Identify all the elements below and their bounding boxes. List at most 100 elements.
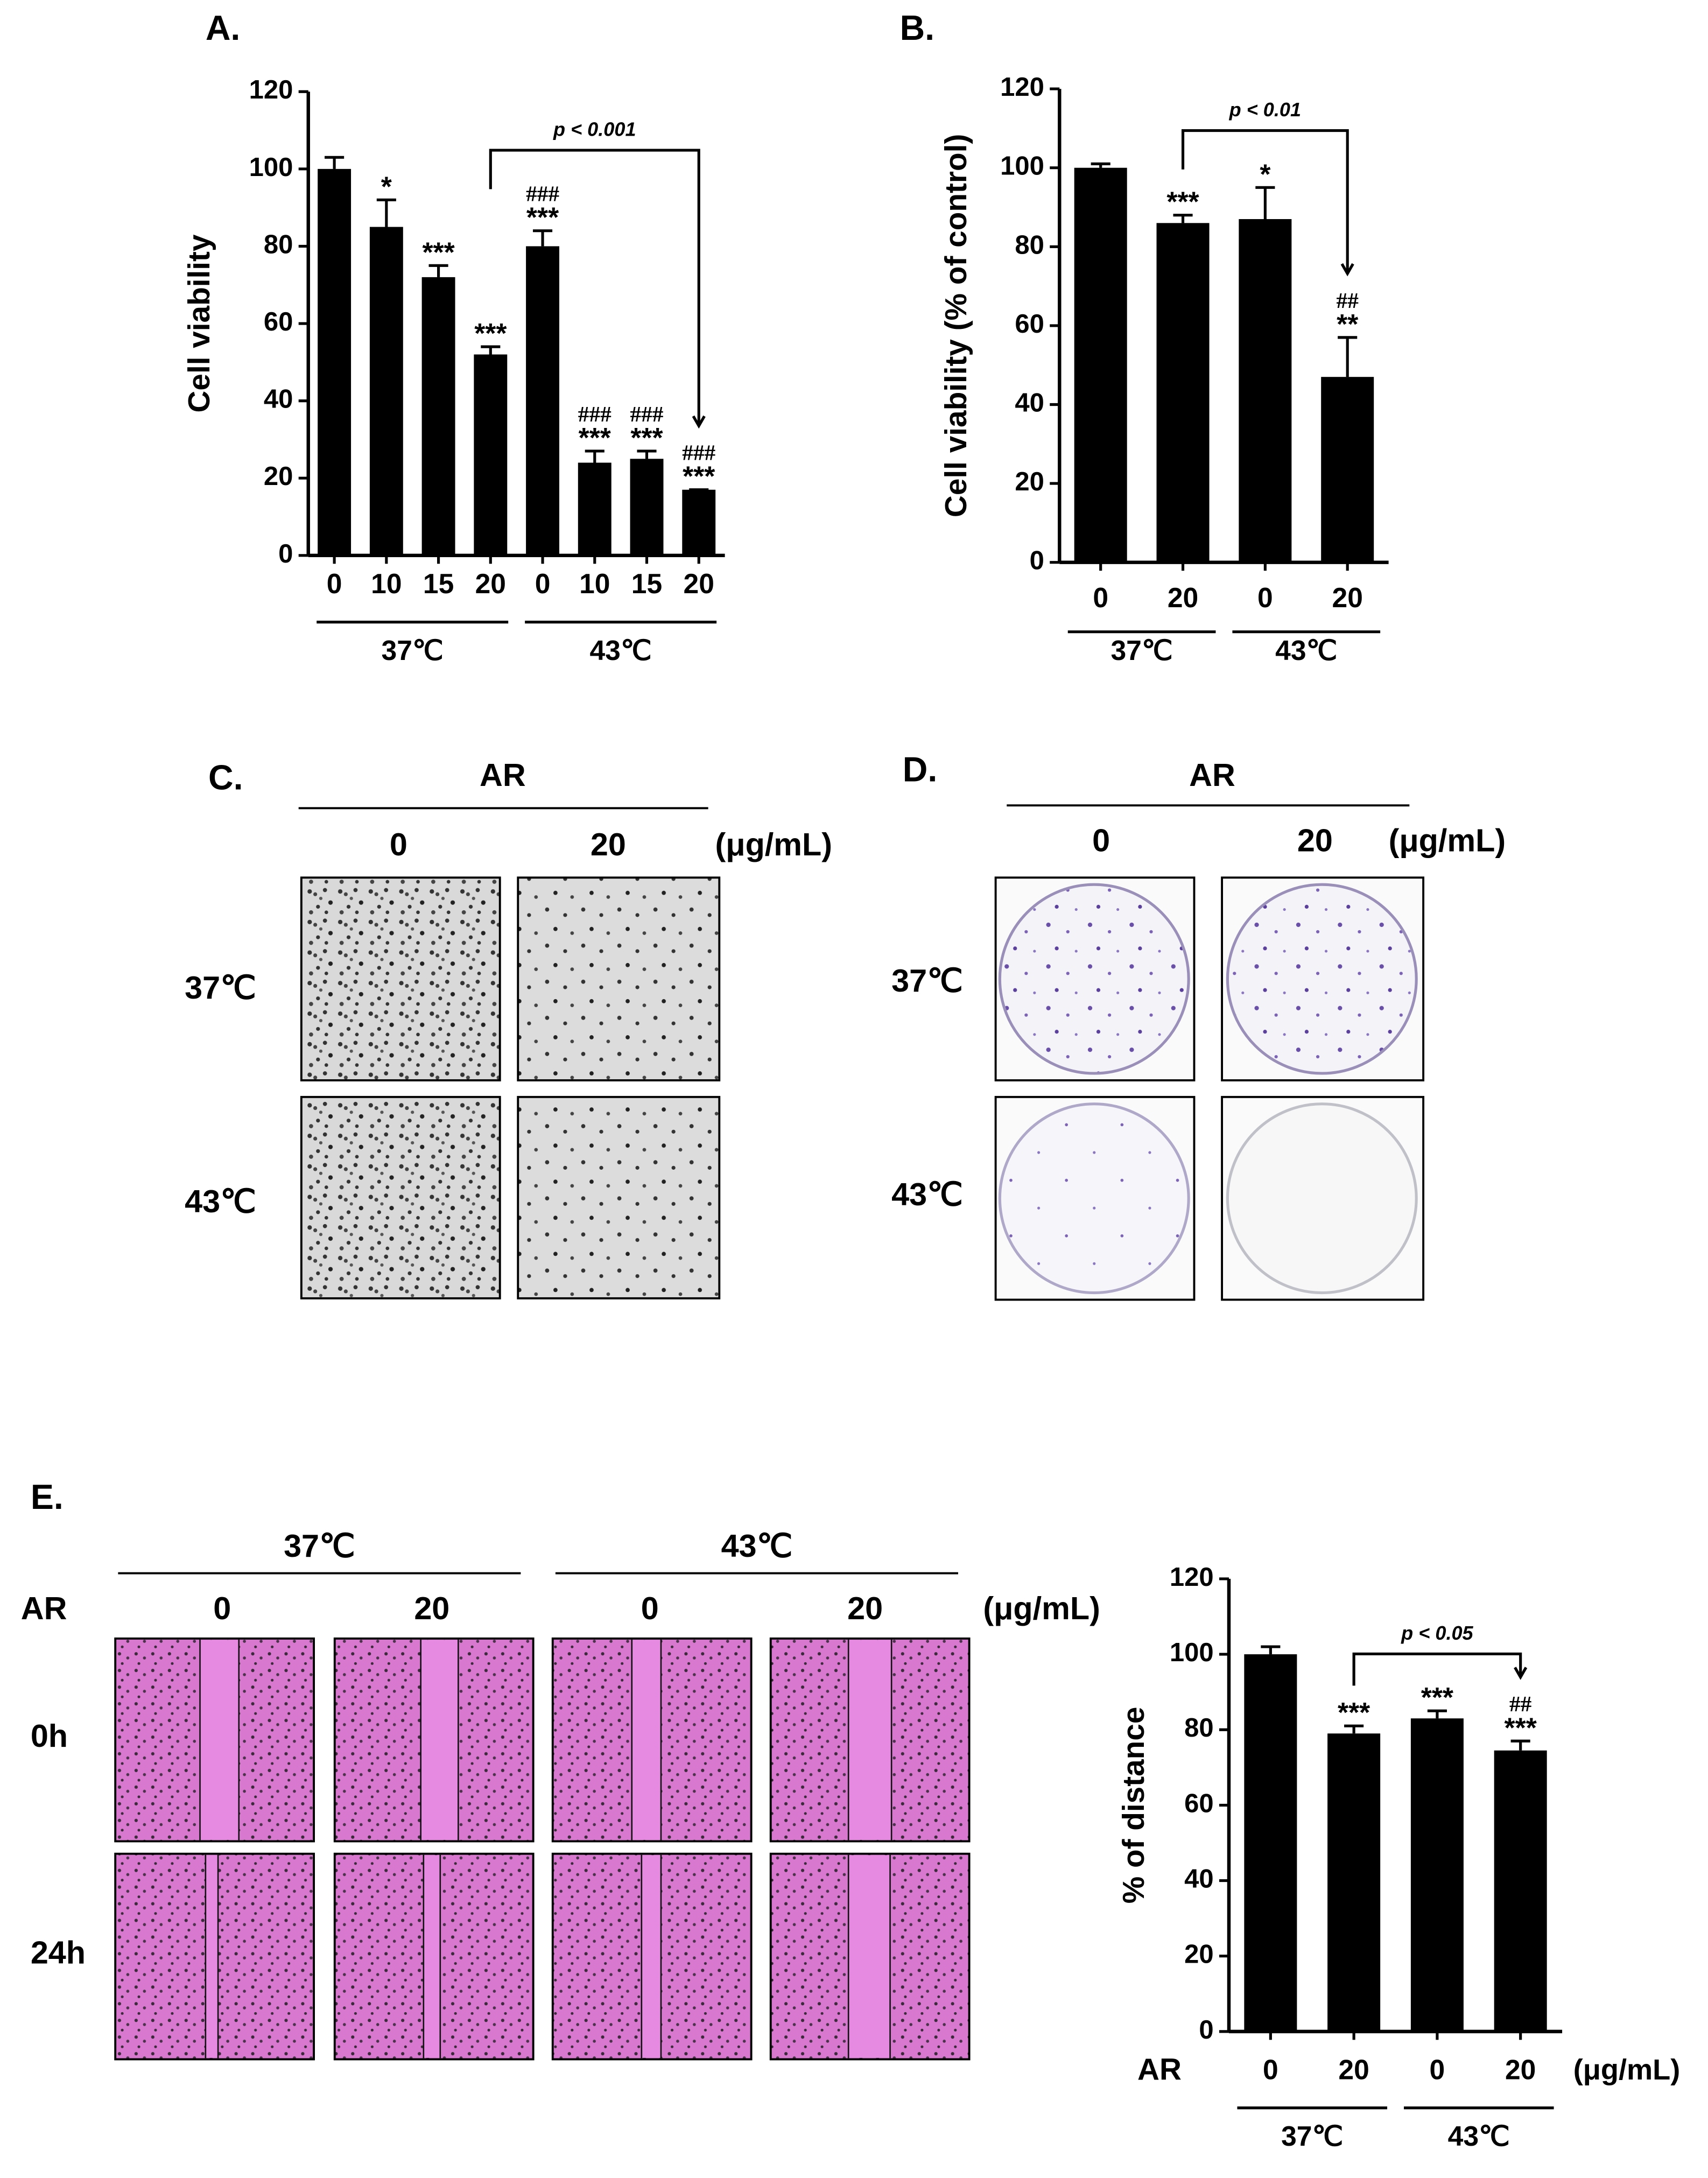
bar bbox=[578, 462, 611, 556]
unit-label: (μg/mL) bbox=[715, 826, 832, 862]
y-tick-label: 0 bbox=[278, 539, 293, 568]
bracket-arrow bbox=[1514, 1667, 1528, 1680]
y-tick-label: 60 bbox=[1015, 310, 1044, 339]
error-bar bbox=[376, 198, 396, 227]
significance-label: ### bbox=[630, 402, 664, 426]
y-tick-label: 100 bbox=[1000, 152, 1044, 181]
bar bbox=[682, 489, 716, 556]
treatment-label: AR bbox=[480, 757, 526, 793]
significance-label: * bbox=[381, 171, 392, 202]
y-tick-label: 60 bbox=[264, 307, 293, 336]
x-tick-label: 10 bbox=[371, 568, 402, 599]
x-tick-label: 20 bbox=[684, 568, 714, 599]
bracket-arrow bbox=[692, 415, 706, 429]
panel-title: E. bbox=[31, 1478, 64, 1516]
y-tick-label: 120 bbox=[1170, 1563, 1214, 1592]
bar bbox=[526, 246, 559, 556]
y-tick-label: 20 bbox=[1184, 1940, 1214, 1969]
bar bbox=[1327, 1733, 1381, 2032]
treatment-label: AR bbox=[1189, 757, 1235, 793]
error-bar bbox=[532, 229, 553, 247]
x-tick-label: 0 bbox=[1257, 582, 1273, 613]
error-bar bbox=[637, 449, 657, 459]
group-label: 43℃ bbox=[1448, 2120, 1510, 2152]
error-bar bbox=[1261, 1645, 1281, 1655]
significance-label: *** bbox=[683, 461, 715, 492]
row-label: 0h bbox=[31, 1718, 68, 1754]
unit-label: (μg/mL) bbox=[983, 1590, 1100, 1626]
wound-images bbox=[114, 1637, 971, 2061]
significance-label: ## bbox=[1509, 1691, 1532, 1716]
micrograph bbox=[300, 876, 501, 1081]
error-bar bbox=[1173, 214, 1193, 223]
significance-label: *** bbox=[526, 202, 559, 233]
group-label: 37℃ bbox=[382, 635, 444, 666]
x-tick-label: 15 bbox=[423, 568, 454, 599]
bar bbox=[1074, 167, 1127, 563]
row-label: 37℃ bbox=[891, 962, 963, 999]
error-bar bbox=[1510, 1739, 1530, 1751]
bar bbox=[318, 168, 352, 556]
bar bbox=[1156, 223, 1210, 563]
y-tick-label: 100 bbox=[249, 153, 293, 182]
bracket bbox=[489, 149, 700, 426]
significance-label: ## bbox=[1337, 288, 1359, 313]
dish-image bbox=[994, 876, 1425, 1301]
column-label: 20 bbox=[591, 826, 626, 862]
error-bar bbox=[1255, 186, 1275, 219]
panel-title: C. bbox=[208, 758, 243, 797]
column-label: 0 bbox=[213, 1590, 231, 1626]
bracket-arrow bbox=[1340, 263, 1354, 277]
unit-label: (μg/mL) bbox=[1389, 822, 1506, 858]
y-tick-label: 20 bbox=[1015, 467, 1044, 496]
x-tick-label: 20 bbox=[475, 568, 506, 599]
y-tick-label: 0 bbox=[1199, 2015, 1213, 2044]
wound-gap bbox=[848, 1855, 890, 2058]
y-tick-label: 80 bbox=[264, 230, 293, 259]
bar bbox=[630, 459, 664, 556]
x-tick-label: 0 bbox=[535, 568, 551, 599]
error-bar bbox=[325, 156, 345, 169]
y-tick-label: 20 bbox=[264, 462, 293, 491]
bar bbox=[1321, 377, 1374, 563]
x-tick-label: 0 bbox=[1263, 2054, 1278, 2085]
error-bar bbox=[1338, 336, 1358, 377]
bracket-label: p < 0.05 bbox=[1401, 1622, 1473, 1644]
significance-label: *** bbox=[579, 422, 611, 453]
group-label: 43℃ bbox=[721, 1528, 793, 1564]
significance-label: *** bbox=[630, 422, 663, 453]
micrograph bbox=[300, 1095, 501, 1299]
group-label: 43℃ bbox=[589, 635, 651, 666]
y-tick-label: 100 bbox=[1170, 1638, 1214, 1667]
error-bar bbox=[428, 264, 448, 277]
y-tick-label: 60 bbox=[1184, 1789, 1214, 1818]
row-label: 43℃ bbox=[185, 1183, 256, 1219]
significance-label: *** bbox=[1338, 1697, 1370, 1728]
bar bbox=[421, 277, 455, 556]
y-axis-label: Cell viability bbox=[182, 234, 216, 413]
treatment-label: AR bbox=[21, 1590, 67, 1626]
y-tick-label: 80 bbox=[1184, 1713, 1214, 1743]
x-tick-label: 20 bbox=[1505, 2054, 1536, 2085]
group-label: 43℃ bbox=[1275, 635, 1337, 666]
significance-label: *** bbox=[1421, 1682, 1454, 1713]
y-tick-label: 0 bbox=[1030, 546, 1044, 575]
bracket bbox=[1352, 1652, 1522, 1686]
micrograph bbox=[517, 1095, 721, 1299]
significance-label: ### bbox=[578, 402, 611, 426]
significance-label: * bbox=[1260, 158, 1271, 189]
bracket-label: p < 0.001 bbox=[553, 118, 636, 140]
bar bbox=[474, 354, 508, 556]
significance-label: *** bbox=[422, 236, 455, 268]
y-tick-label: 120 bbox=[1000, 73, 1044, 102]
significance-label: ** bbox=[1337, 308, 1359, 340]
column-label: 0 bbox=[641, 1590, 659, 1626]
panel-title: D. bbox=[903, 750, 937, 789]
y-tick-label: 40 bbox=[1015, 388, 1044, 417]
y-tick-label: 80 bbox=[1015, 230, 1044, 259]
column-label: 20 bbox=[1297, 822, 1333, 858]
y-tick-label: 40 bbox=[264, 385, 293, 414]
column-label: 0 bbox=[1092, 822, 1110, 858]
wound-gap bbox=[205, 1855, 219, 2058]
x-tick-label: 20 bbox=[1332, 582, 1363, 613]
